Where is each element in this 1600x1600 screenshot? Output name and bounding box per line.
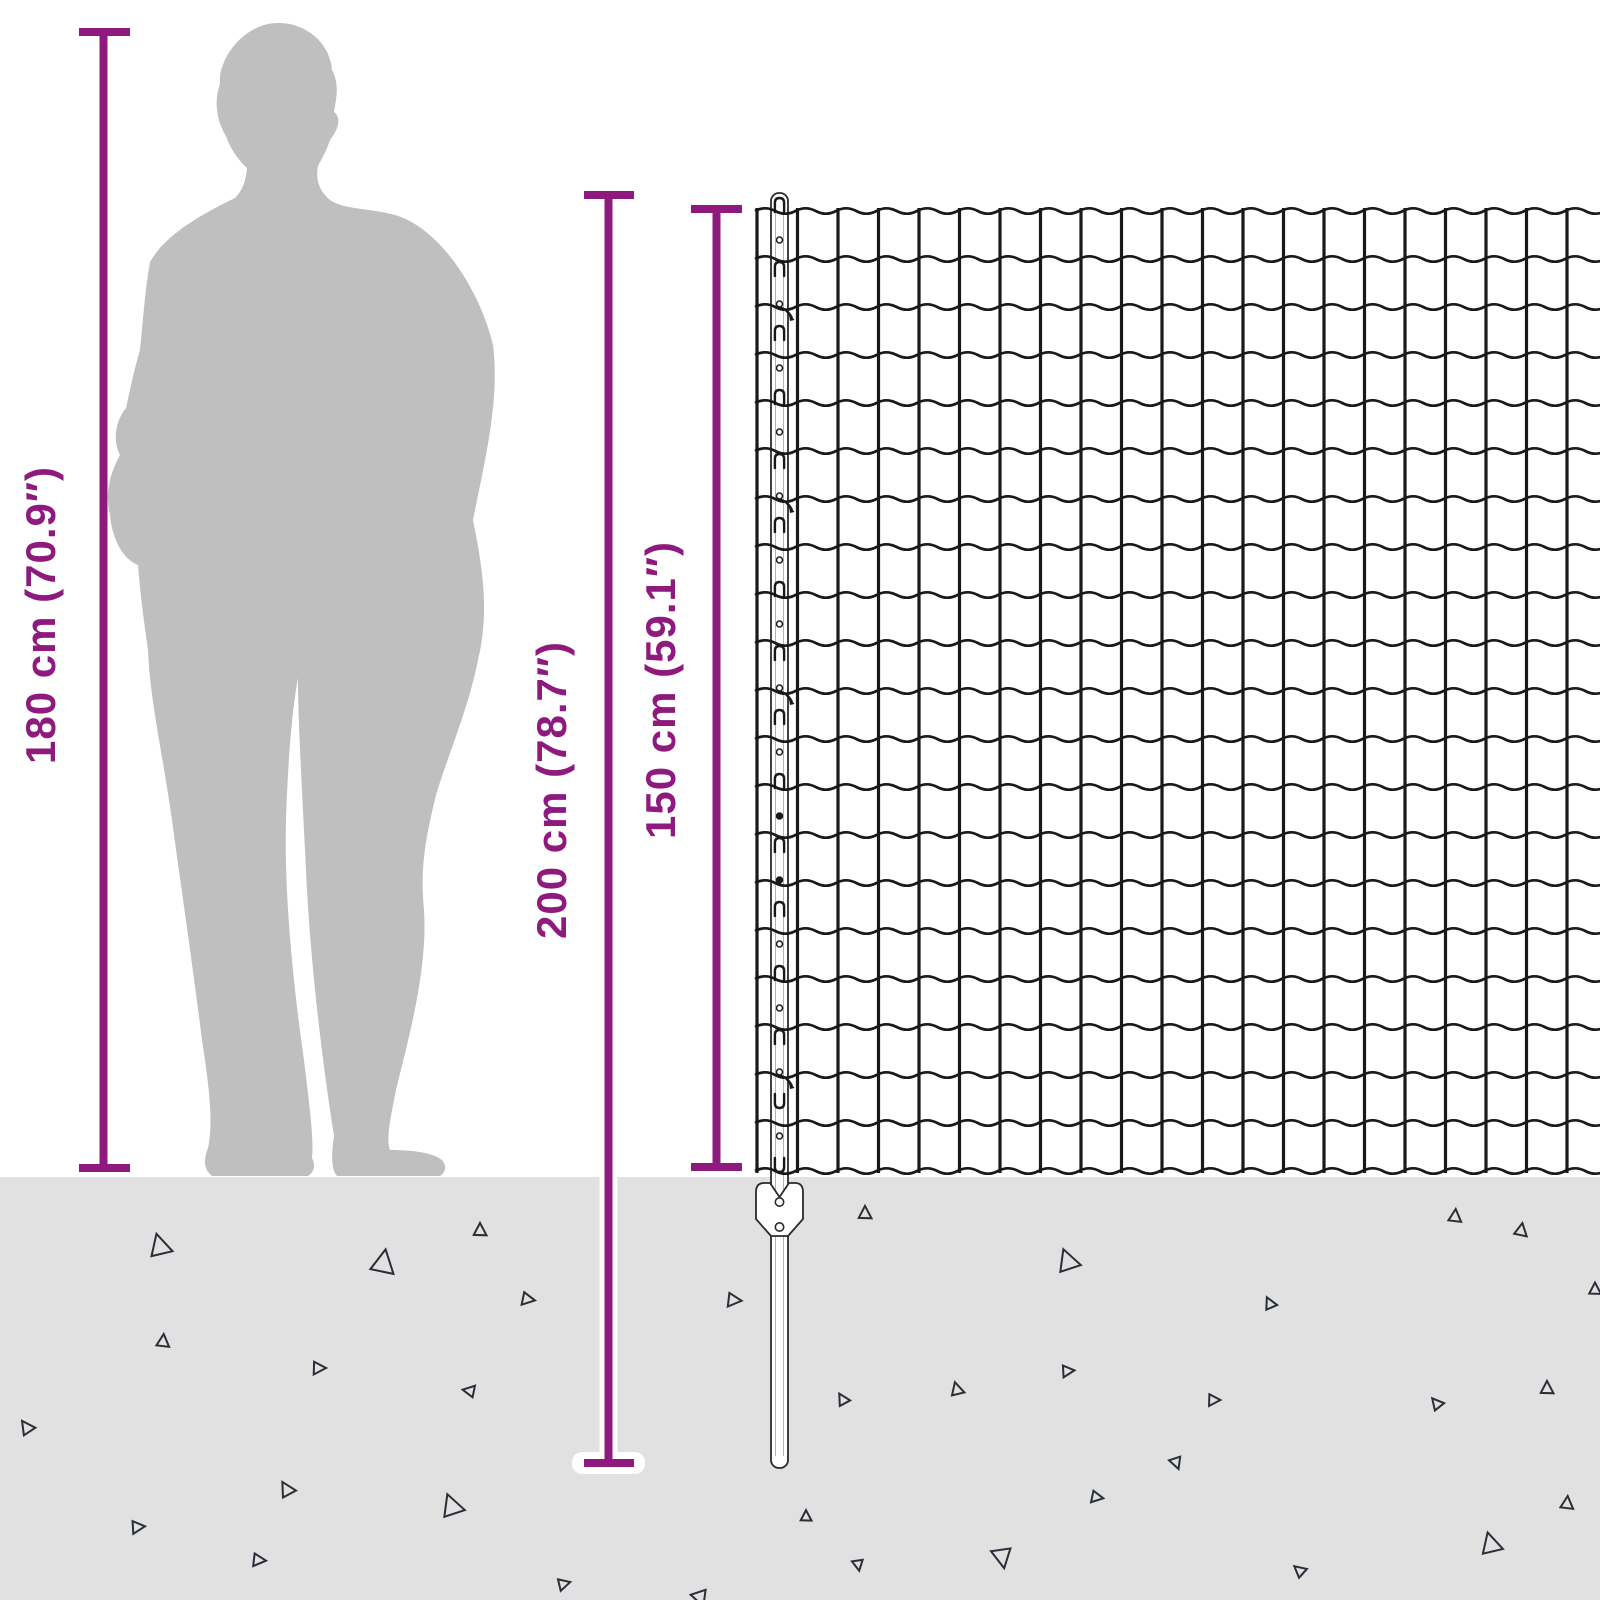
anchor-plate-shape xyxy=(755,1182,804,1237)
fence-mesh xyxy=(754,206,1600,1176)
dimension-labels: 180 cm (70.9″) 200 cm (78.7″) 150 cm (59… xyxy=(17,466,684,939)
human-silhouette-shape xyxy=(107,23,495,1176)
fence-post xyxy=(755,192,804,1469)
ground-texture xyxy=(20,1203,1600,1600)
ground xyxy=(0,1177,1600,1600)
post-fixings xyxy=(773,196,795,1174)
dimension-fence-height xyxy=(691,205,742,1171)
person-height-label: 180 cm (70.9″) xyxy=(17,466,64,764)
total-post-height-label: 200 cm (78.7″) xyxy=(528,641,575,939)
dimension-person-height xyxy=(79,28,130,1172)
fence-height-label: 150 cm (59.1″) xyxy=(637,541,684,839)
dimension-total-height xyxy=(572,191,645,1474)
person-silhouette xyxy=(107,23,495,1176)
